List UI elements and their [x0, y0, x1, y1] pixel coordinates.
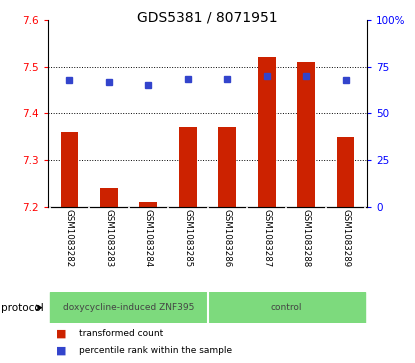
Bar: [139, 202, 157, 207]
Text: ■: ■: [56, 345, 66, 355]
Text: percentile rank within the sample: percentile rank within the sample: [79, 346, 232, 355]
Bar: [337, 137, 354, 207]
Bar: [100, 188, 118, 207]
Text: doxycycline-induced ZNF395: doxycycline-induced ZNF395: [63, 303, 194, 312]
Text: GSM1083284: GSM1083284: [144, 209, 153, 268]
Bar: [61, 132, 78, 207]
Text: control: control: [271, 303, 302, 312]
Text: GSM1083282: GSM1083282: [65, 209, 74, 268]
Bar: [218, 127, 236, 207]
Text: protocol: protocol: [1, 303, 44, 313]
Text: transformed count: transformed count: [79, 330, 163, 338]
Text: GSM1083286: GSM1083286: [223, 209, 232, 268]
Text: GDS5381 / 8071951: GDS5381 / 8071951: [137, 11, 278, 25]
Text: GSM1083285: GSM1083285: [183, 209, 192, 268]
Bar: [297, 62, 315, 207]
Text: GSM1083289: GSM1083289: [341, 209, 350, 268]
Bar: [179, 127, 197, 207]
Text: GSM1083287: GSM1083287: [262, 209, 271, 268]
Text: ■: ■: [56, 329, 66, 339]
Bar: [258, 57, 276, 207]
Bar: [208, 292, 365, 323]
Bar: [50, 292, 208, 323]
Text: GSM1083283: GSM1083283: [105, 209, 113, 268]
Text: GSM1083288: GSM1083288: [302, 209, 310, 268]
